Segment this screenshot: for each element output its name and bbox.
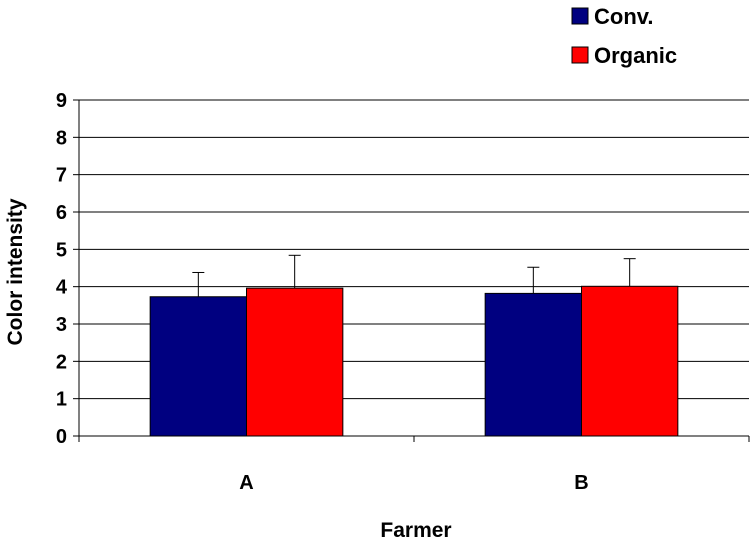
- legend-swatch-organic: [572, 47, 588, 63]
- y-tick-labels: 0 1 2 3 4 5 6 7 8 9: [56, 90, 68, 448]
- legend-swatch-conv: [572, 8, 588, 24]
- y-tick-label: 5: [56, 239, 67, 261]
- y-axis-title: Color intensity: [4, 198, 27, 345]
- bar: [247, 288, 343, 436]
- x-tick-label: A: [239, 472, 253, 494]
- y-tick-label: 2: [56, 351, 67, 373]
- x-tick-label: B: [574, 472, 588, 494]
- y-tick-label: 0: [56, 426, 67, 448]
- y-tick-label: 1: [56, 389, 67, 411]
- bar: [485, 293, 581, 436]
- x-axis-title: Farmer: [380, 519, 451, 542]
- legend: Conv. Organic: [572, 4, 677, 68]
- y-tick-label: 3: [56, 314, 67, 336]
- legend-label-organic: Organic: [594, 43, 677, 68]
- legend-label-conv: Conv.: [594, 4, 653, 29]
- y-tick-label: 6: [56, 202, 67, 224]
- y-tick-label: 7: [56, 165, 67, 187]
- y-tick-label: 8: [56, 127, 67, 149]
- y-tick-label: 9: [56, 90, 67, 112]
- bar: [582, 286, 678, 436]
- bar: [150, 297, 246, 436]
- y-tick-label: 4: [56, 277, 68, 299]
